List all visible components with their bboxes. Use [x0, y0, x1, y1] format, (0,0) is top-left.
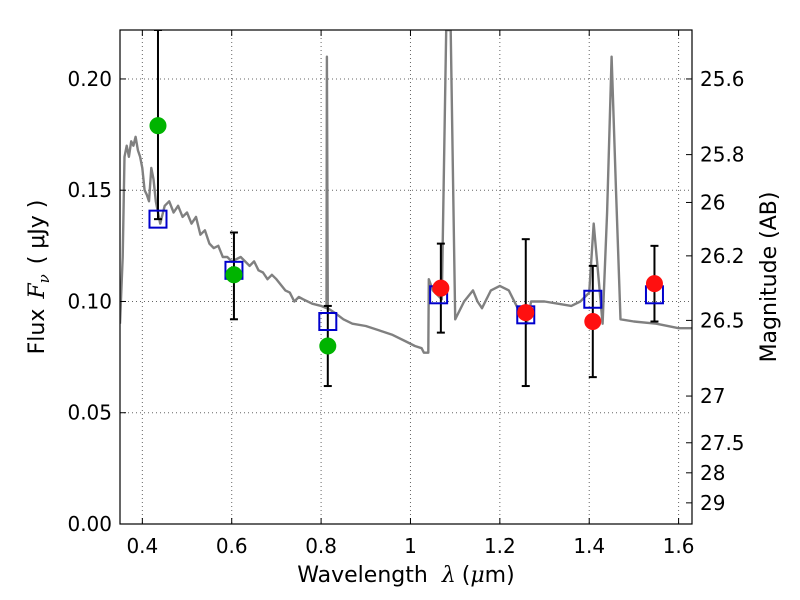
y2-tick-label: 27.5: [700, 431, 745, 455]
x-label-unit-mu: μ: [470, 563, 484, 588]
y-tick-label: 0.05: [67, 401, 112, 425]
y2-tick-label: 28: [700, 461, 725, 485]
y-label-subscript: ν: [35, 274, 53, 283]
y2-tick-label: 26: [700, 190, 725, 214]
y2-tick-label: 27: [700, 384, 725, 408]
y-label-symbol: F: [25, 283, 50, 300]
observed-red-point: [645, 275, 663, 293]
y-tick-label: 0.00: [67, 512, 112, 536]
plot-area: [120, 30, 692, 388]
y-label-prefix: Flux: [25, 309, 50, 355]
x-label-unit-open: (: [462, 563, 471, 588]
observed-green-point: [149, 117, 167, 135]
model-photometry-square: [583, 289, 603, 309]
observed-red-point: [584, 313, 602, 331]
y2-axis-label: Magnitude (AB): [757, 192, 782, 363]
observed-green-point: [319, 337, 337, 355]
x-tick-label: 0.8: [305, 534, 337, 558]
x-tick-label: 1.6: [663, 534, 695, 558]
y-tick-label: 0.15: [67, 178, 112, 202]
x-axis: 0.4 0.6 0.8 1 1.2 1.4 1.6: [126, 30, 695, 558]
x-label-prefix: Wavelength: [297, 563, 428, 588]
model-photometry-square: [318, 312, 338, 332]
x-label-symbol: λ: [441, 563, 456, 588]
x-axis-label: Wavelength λ (μm): [297, 563, 514, 588]
y2-tick-label: 25.8: [700, 143, 745, 167]
y2-tick-label: 25.6: [700, 67, 745, 91]
y-tick-label: 0.10: [67, 289, 112, 313]
y2-tick-label: 26.5: [700, 308, 745, 332]
x-label-unit-rest: m): [485, 563, 515, 588]
y-label-unit: ( μJy ): [25, 200, 50, 265]
observed-red-point: [432, 279, 450, 297]
x-tick-label: 1.4: [573, 534, 605, 558]
y2-axis: 25.6 25.8 26 26.2 26.5 27 27.5 28 29: [686, 67, 745, 515]
y2-tick-label: 29: [700, 491, 725, 515]
observed-red-point: [517, 304, 535, 322]
y-axis: 0.00 0.05 0.10 0.15 0.20: [67, 67, 126, 536]
plot-frame: [119, 29, 693, 525]
x-tick-label: 1.2: [484, 534, 516, 558]
y2-tick-label: 26.2: [700, 244, 745, 268]
grid: [120, 30, 692, 525]
sed-model-line: [120, 30, 692, 354]
y-tick-label: 0.20: [67, 67, 112, 91]
x-tick-label: 0.6: [216, 534, 248, 558]
x-tick-label: 0.4: [126, 534, 158, 558]
y-axis-label: Flux Fν ( μJy ): [25, 200, 53, 355]
model-photometry-square: [148, 209, 168, 229]
observed-green-point: [225, 266, 243, 284]
x-tick-label: 1: [404, 534, 417, 558]
